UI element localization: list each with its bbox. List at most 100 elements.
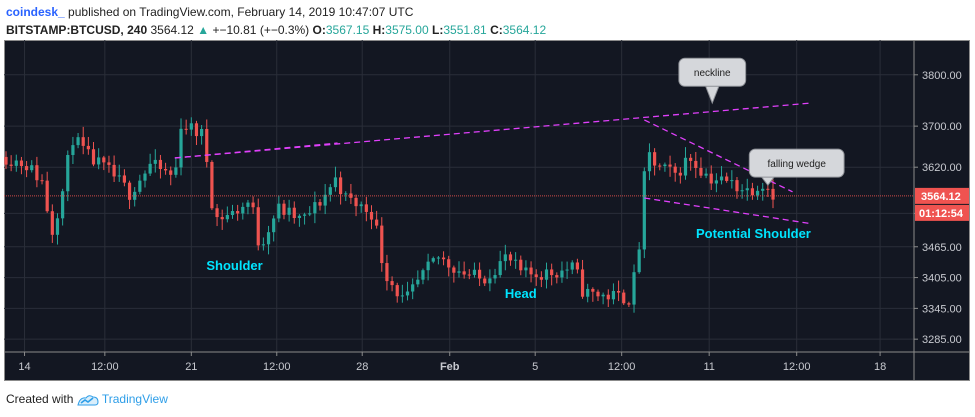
publish-info: published on TradingView.com, February 1… — [68, 5, 414, 19]
candle — [457, 271, 461, 273]
candle — [225, 215, 229, 220]
candle — [71, 145, 75, 155]
callout-bubble — [678, 57, 747, 87]
candle — [550, 269, 554, 276]
candle — [580, 269, 585, 297]
candle — [50, 211, 54, 235]
candle — [462, 271, 466, 275]
candle — [91, 149, 96, 165]
candle — [411, 284, 415, 292]
x-tick-label: 12:00 — [783, 361, 811, 373]
candle — [107, 162, 111, 165]
pattern-label: Head — [505, 286, 537, 301]
trendline-left-shoulder-neckline — [174, 142, 338, 159]
candle — [375, 219, 379, 226]
candle — [483, 278, 487, 284]
candle — [127, 182, 132, 200]
candle — [148, 163, 152, 174]
x-tick-label: 12:00 — [263, 361, 291, 373]
open-value: 3567.15 — [325, 23, 370, 37]
open-label: O: — [312, 23, 326, 37]
candle — [560, 270, 564, 278]
candle — [668, 164, 672, 167]
candle — [663, 164, 667, 167]
y-tick-label: 3465.00 — [922, 242, 962, 254]
price-change: +−10.81 (+−0.3%) — [212, 23, 310, 37]
candle — [689, 157, 693, 161]
candle — [565, 269, 569, 271]
candle — [297, 215, 302, 219]
candle — [302, 214, 307, 216]
candle — [673, 166, 677, 173]
x-tick-label: 11 — [703, 361, 714, 373]
x-tick-label: 28 — [356, 361, 368, 373]
last-price: 3564.12 — [150, 23, 194, 37]
candle — [405, 291, 410, 296]
candle — [683, 157, 688, 176]
candle — [524, 267, 528, 271]
countdown-tag — [915, 204, 969, 221]
candle — [97, 157, 101, 165]
candle — [467, 274, 471, 276]
callout-text: neckline — [694, 68, 731, 79]
x-tick-label: Feb — [440, 361, 460, 373]
candle — [354, 197, 358, 207]
candle — [622, 292, 626, 304]
candle — [570, 262, 574, 270]
candle — [318, 202, 322, 206]
author-link[interactable]: coindesk_ — [6, 5, 65, 19]
candle — [359, 204, 363, 207]
candle — [251, 202, 255, 208]
candle — [194, 123, 199, 137]
y-tick-label: 3700.00 — [922, 121, 962, 133]
candle — [14, 160, 18, 166]
candle — [308, 213, 312, 215]
x-tick-label: 21 — [185, 361, 197, 373]
candle — [266, 232, 271, 245]
candle — [112, 164, 116, 177]
candle — [333, 177, 338, 188]
candle — [256, 207, 260, 246]
candle — [236, 211, 240, 214]
candle — [30, 165, 34, 171]
candle — [658, 165, 662, 167]
callout-text: falling wedge — [768, 159, 827, 170]
candle — [586, 288, 590, 297]
candle — [508, 254, 513, 261]
candle — [755, 190, 760, 196]
candle — [596, 291, 600, 297]
candle — [740, 190, 744, 192]
candle — [488, 278, 492, 284]
candle — [709, 173, 713, 184]
candle — [339, 177, 343, 195]
candle — [436, 257, 441, 259]
candle — [4, 156, 8, 165]
x-tick-label: 12:00 — [608, 361, 636, 373]
candle — [395, 285, 399, 297]
candle — [19, 160, 24, 167]
pattern-label: Shoulder — [206, 258, 262, 273]
pattern-label: Potential Shoulder — [696, 226, 811, 241]
candle — [472, 269, 477, 275]
candle — [40, 180, 44, 182]
candle — [519, 259, 523, 271]
high-value: 3575.00 — [385, 23, 429, 37]
tradingview-brand[interactable]: TradingView — [101, 392, 168, 406]
candle — [447, 259, 451, 268]
candle — [143, 173, 147, 181]
candle — [426, 261, 430, 271]
price-chart[interactable]: Shoulder Head Potential Shoulder neckline fa… — [4, 40, 970, 381]
trendline-wedge-lower — [644, 197, 812, 225]
candle — [616, 290, 621, 293]
candle — [230, 211, 235, 216]
candle — [81, 137, 85, 146]
candle — [385, 263, 389, 282]
candle — [632, 272, 636, 305]
y-tick-label: 3405.00 — [922, 273, 962, 285]
candle — [282, 203, 286, 215]
candle — [735, 180, 739, 192]
candle — [761, 188, 765, 191]
candle — [163, 168, 168, 171]
candle — [452, 267, 456, 273]
last-price-tag — [915, 187, 969, 204]
